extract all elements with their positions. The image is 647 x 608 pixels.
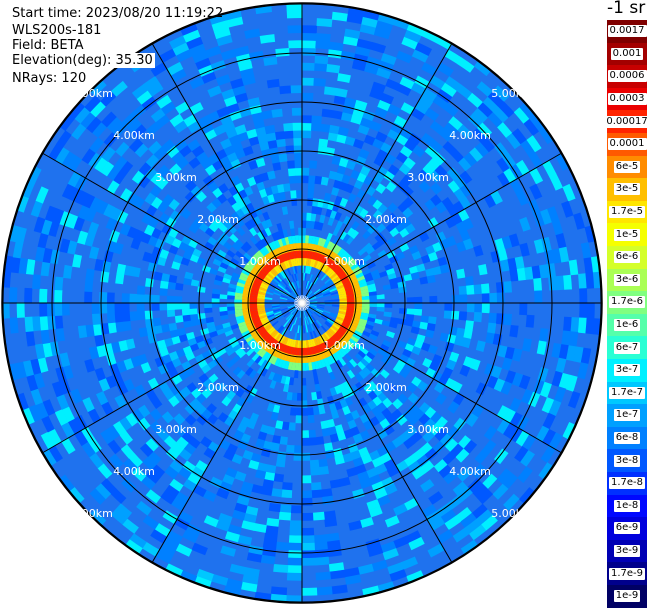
colorbar-tick-label: 1e-6 [613,319,641,332]
range-label: 5.00km [491,507,533,520]
colorbar-tick-label: 3e-8 [613,454,641,467]
colorbar-tick-label: 6e-7 [613,341,641,354]
elevation-label: Elevation(deg): 35.30 [10,53,155,68]
nrays-label: NRays: 120 [12,71,87,86]
colorbar-tick-label: 6e-8 [613,432,641,445]
colorbar-step: 1.7e-9 [607,562,647,585]
colorbar-tick-label: 3e-6 [613,273,641,286]
range-label: 2.00km [197,213,239,226]
colorbar-step: 6e-8 [607,426,647,450]
colorbar-step: 0.001 [607,42,647,66]
colorbar-step: 0.0003 [607,87,647,111]
range-label: 1.00km [323,339,365,352]
instrument-label: WLS200s-181 [12,23,102,38]
azimuth-spoke [301,302,563,454]
range-label: 5.00km [71,507,113,520]
azimuth-spoke [41,152,303,304]
colorbar-step: 3e-7 [607,359,647,382]
colorbar-step: 6e-9 [607,517,647,540]
colorbar-tick-label: 0.00017 [604,115,647,128]
colorbar-step: 6e-5 [607,155,647,179]
range-label: 1.00km [239,255,281,268]
range-label: 2.00km [365,213,407,226]
colorbar-tick-label: 0.0017 [607,25,647,38]
range-label: 2.00km [365,381,407,394]
range-labels: 1.00km 1.00km 1.00km 1.00km 2.00km 2.00km 2.00… [71,87,533,520]
range-label: 3.00km [155,171,197,184]
colorbar-step: 6e-6 [607,246,647,269]
colorbar-step: 1e-6 [607,313,647,337]
colorbar-step: 0.0001 [607,133,647,156]
colorbar-step: 3e-6 [607,268,647,292]
colorbar-tick-label: 0.0003 [607,93,647,106]
azimuth-spoke [301,152,563,304]
range-label: 5.00km [491,87,533,100]
range-grid [1,2,603,604]
range-label: 3.00km [407,171,449,184]
azimuth-spoke [151,302,303,564]
colorbar-tick-label: 6e-5 [613,160,641,173]
colorbar-step: 1e-7 [607,404,647,427]
colorbar-step: 0.0017 [607,20,647,43]
colorbar-step: 1e-9 [607,585,647,608]
azimuth-spoke [41,302,303,454]
azimuth-spoke [301,302,453,564]
colorbar-tick-label: 1e-8 [613,499,641,512]
colorbar-tick-label: 0.001 [610,47,644,60]
colorbar-tick-label: 6e-9 [613,522,641,535]
colorbar-tick-label: 0.0001 [607,138,647,151]
colorbar-step: 1.7e-5 [607,200,647,224]
colorbar-step: 1.7e-7 [607,381,647,405]
center-marker [301,300,310,304]
colorbar-unit-label: -1 sr [607,0,646,18]
colorbar-tick-label: 0.0006 [607,70,647,83]
colorbar-step: 0.0006 [607,65,647,88]
range-label: 1.00km [239,339,281,352]
range-label: 3.00km [155,423,197,436]
colorbar-step: 6e-7 [607,336,647,359]
colorbar-step: 3e-9 [607,539,647,563]
colorbar-tick-label: 3e-9 [613,545,641,558]
colorbar-step: 1.7e-6 [607,291,647,314]
colorbar-tick-label: 1.7e-8 [608,477,646,490]
colorbar-tick-label: 6e-6 [613,251,641,264]
colorbar-tick-label: 3e-5 [613,183,641,196]
colorbar-tick-label: 1e-9 [613,590,641,603]
colorbar-step: 1e-8 [607,494,647,518]
range-label: 1.00km [323,255,365,268]
range-label: 4.00km [449,465,491,478]
colorbar-tick-label: 1.7e-5 [608,206,646,219]
colorbar-tick-label: 1.7e-7 [608,386,646,399]
range-label: 4.00km [113,465,155,478]
colorbar-step: 1.7e-8 [607,472,647,495]
colorbar-step: 1e-5 [607,223,647,246]
range-label: 4.00km [113,129,155,142]
azimuth-spoke [151,42,303,304]
azimuth-spoke [301,42,453,304]
colorbar-step: 0.00017 [604,110,647,133]
colorbar-tick-label: 3e-7 [613,364,641,377]
field-label: Field: BETA [12,38,84,53]
colorbar-tick-label: 1e-7 [613,409,641,422]
range-label: 2.00km [197,381,239,394]
colorbar-tick-label: 1.7e-9 [608,567,646,580]
start-time-label: Start time: 2023/08/20 11:19:22 [12,6,224,21]
colorbar-tick-label: 1.7e-6 [608,296,646,309]
colorbar-tick-label: 1e-5 [613,228,641,241]
colorbar-step: 3e-5 [607,178,647,201]
range-label: 3.00km [407,423,449,436]
range-label: 4.00km [449,129,491,142]
range-label: 5.00km [71,87,113,100]
colorbar-step: 3e-8 [607,449,647,472]
